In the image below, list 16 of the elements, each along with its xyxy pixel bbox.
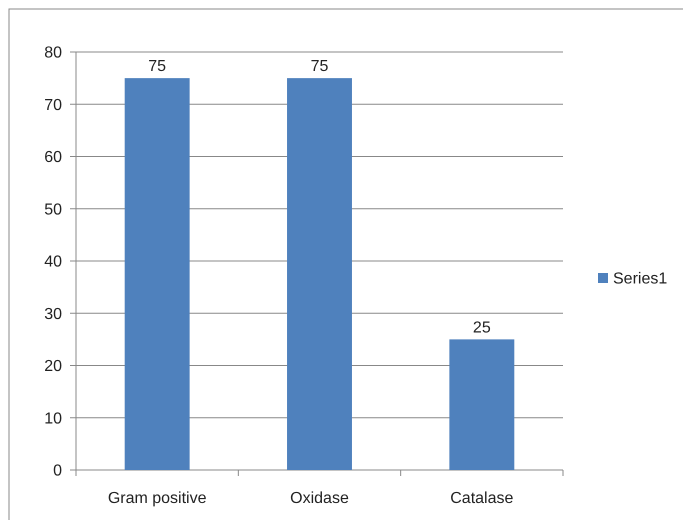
x-tick-label: Oxidase: [290, 490, 349, 507]
y-tick-label: 50: [44, 201, 62, 218]
x-tick-label: Gram positive: [108, 490, 207, 507]
legend-label: Series1: [613, 270, 668, 288]
y-tick-label: 30: [44, 306, 62, 323]
y-tick-label: 80: [44, 44, 62, 62]
data-label: 75: [310, 58, 328, 76]
y-tick-label: 60: [44, 149, 62, 166]
y-tick-label: 40: [44, 254, 62, 271]
y-tick-label: 70: [44, 96, 62, 114]
y-tick-label: 10: [44, 410, 62, 428]
y-tick-label: 0: [53, 462, 62, 480]
y-tick-label: 20: [44, 358, 62, 376]
data-label: 75: [148, 58, 166, 76]
data-label: 25: [472, 319, 491, 336]
x-tick-label: Catalase: [450, 490, 514, 507]
